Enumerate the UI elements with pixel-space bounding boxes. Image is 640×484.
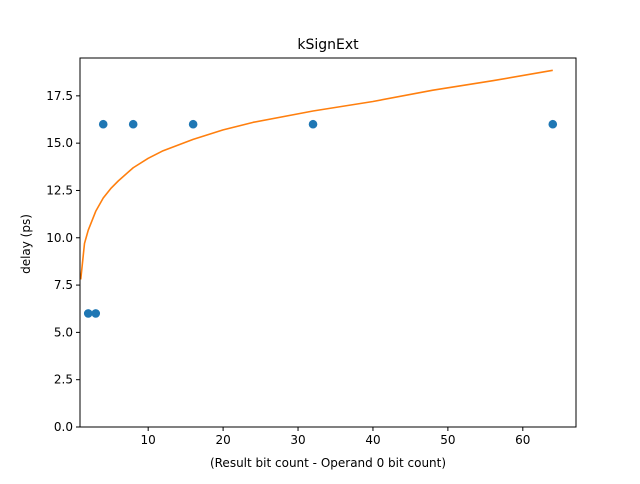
y-tick-label: 7.5 <box>54 278 73 292</box>
scatter-point <box>83 309 93 318</box>
scatter-point <box>188 119 198 129</box>
chart-title: kSignExt <box>297 37 359 53</box>
plot-frame <box>79 57 577 428</box>
x-axis-label: (Result bit count - Operand 0 bit count) <box>210 456 446 470</box>
x-tick-label: 60 <box>515 433 530 447</box>
fit-curve-line <box>80 69 553 280</box>
y-tick-label: 12.5 <box>46 183 73 197</box>
scatter-point <box>98 119 108 129</box>
plot-area <box>80 69 558 318</box>
scatter-point <box>548 119 558 129</box>
x-tick-label: 10 <box>141 433 156 447</box>
y-tick-label: 10.0 <box>46 231 73 245</box>
x-tick-label: 20 <box>215 433 230 447</box>
x-tick-label: 50 <box>440 433 455 447</box>
x-tick-label: 30 <box>290 433 305 447</box>
y-tick-label: 0.0 <box>54 420 73 434</box>
axes: 10 20 30 40 50 60 0.0 2.5 5.0 7.5 10.0 12.5 15.0 17.5 <box>46 57 577 447</box>
scatter-point <box>91 309 101 318</box>
y-axis-label: delay (ps) <box>19 214 33 274</box>
scatter-point <box>308 119 318 129</box>
scatter-point <box>128 119 138 129</box>
x-tick-label: 40 <box>365 433 380 447</box>
y-tick-label: 15.0 <box>46 136 73 150</box>
y-tick-label: 5.0 <box>54 325 73 339</box>
y-tick-label: 17.5 <box>46 89 73 103</box>
y-tick-label: 2.5 <box>54 373 73 387</box>
